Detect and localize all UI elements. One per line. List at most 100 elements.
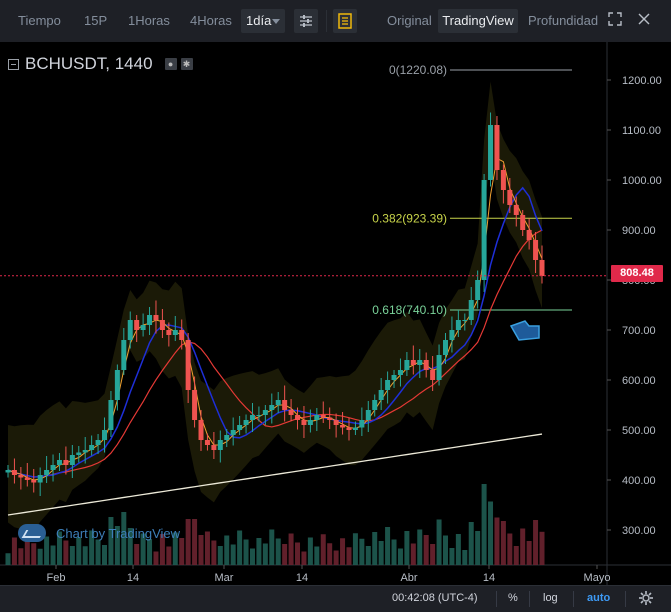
volume-bar [288,533,294,565]
volume-bar [346,547,352,565]
y-tick-label: 700.00 [622,325,656,337]
percent-toggle[interactable]: % [508,592,518,604]
volume-bar [539,531,545,565]
candle-body [102,430,108,440]
candle-body [449,330,455,340]
volume-bar [526,541,532,565]
candle-body [462,320,468,321]
indicator-list-icon[interactable] [333,9,357,33]
chart-area[interactable]: 1200.001100.001000.00900.00800.00700.006… [0,42,671,612]
volume-bar [134,544,140,565]
candle-body [262,410,268,415]
volume-bar [230,544,236,565]
volume-bar [172,532,178,565]
volume-bar [295,542,301,565]
x-tick-label: Abr [400,572,417,584]
volume-bar [314,546,320,565]
volume-bar [391,539,397,565]
candle-body [76,452,82,455]
volume-bar [359,538,365,565]
volume-bar [56,531,62,565]
sliders-icon[interactable] [294,9,318,33]
chart-legend: BCHUSDT, 1440 ● ✱ [8,54,193,74]
volume-bar [320,534,326,565]
candle-body [153,315,159,320]
collapse-icon[interactable] [8,58,19,70]
volume-bar [481,484,487,565]
candle-body [481,180,487,280]
candle-body [134,320,140,330]
log-toggle[interactable]: log [543,592,558,604]
bottom-bar: 00:42:08 (UTC-4) % log auto [0,585,671,612]
candle-body [410,360,416,365]
candle-body [494,125,500,170]
candle-body [69,455,75,465]
interval-4h[interactable]: 4Horas [190,13,232,28]
candle-body [140,325,146,330]
interval-dropdown[interactable]: 1día [241,9,285,33]
ma-red-line [7,229,543,478]
volume-bar [243,539,249,565]
tradingview-watermark[interactable]: Chart by TradingView [18,521,180,545]
x-tick-label: 14 [483,572,495,584]
candle-body [372,400,378,410]
y-tick-label: 400.00 [622,475,656,487]
auto-toggle[interactable]: auto [587,592,611,604]
chevron-down-icon [272,19,280,24]
symbol-label: BCHUSDT, 1440 [25,54,153,73]
volume-bar [185,519,191,565]
candle-body [217,440,223,450]
candle-body [526,230,532,240]
bottom-divider [625,591,626,607]
volume-bar [500,521,506,565]
candle-body [275,400,281,405]
bollinger-band-fill [8,81,542,532]
cursor-hand-icon[interactable] [509,320,540,341]
volume-bar [410,543,416,565]
current-price-tag: 808.48 [611,265,663,282]
candle-body [365,410,371,420]
candle-body [18,475,24,478]
interval-tiempo[interactable]: Tiempo [18,13,61,28]
interval-dropdown-label: 1día [246,13,272,28]
top-toolbar: Tiempo 15P 1Horas 4Horas 1día Original T… [0,0,671,42]
volume-bar [430,544,436,565]
toolbar-divider [326,10,327,32]
eye-icon[interactable]: ● [164,58,177,70]
gear-icon[interactable]: ✱ [180,58,193,70]
view-tradingview[interactable]: TradingView [438,9,518,33]
candle-body [63,460,69,465]
candle-body [121,340,127,370]
view-depth[interactable]: Profundidad [528,13,599,28]
clock-readout[interactable]: 00:42:08 (UTC-4) [392,592,478,604]
candle-body [224,435,230,440]
volume-bar [372,532,378,565]
volume-bar [217,546,223,565]
candle-body [340,425,346,428]
interval-15p[interactable]: 15P [84,13,108,28]
candle-body [307,420,313,425]
volume-bar [340,538,346,565]
candle-body [385,380,391,390]
x-tick-label: Mar [215,572,234,584]
candle-body [500,170,506,190]
candle-body [256,415,262,416]
candle-body [82,450,88,453]
candle-body [95,440,101,445]
gear-icon[interactable] [639,591,653,608]
expand-icon[interactable] [607,11,623,35]
candle-body [314,415,320,420]
volume-bar [153,551,159,565]
volume-bar [462,550,468,565]
price-chart[interactable]: 1200.001100.001000.00900.00800.00700.006… [0,42,671,585]
view-original[interactable]: Original [387,13,432,28]
volume-bar [365,546,371,565]
volume-bar [475,531,481,565]
candle-body [44,470,50,475]
close-icon[interactable] [636,11,652,35]
candle-body [442,340,448,355]
y-tick-label: 600.00 [622,375,656,387]
volume-bar [127,528,133,565]
interval-1h[interactable]: 1Horas [128,13,170,28]
volume-bar [378,541,384,565]
